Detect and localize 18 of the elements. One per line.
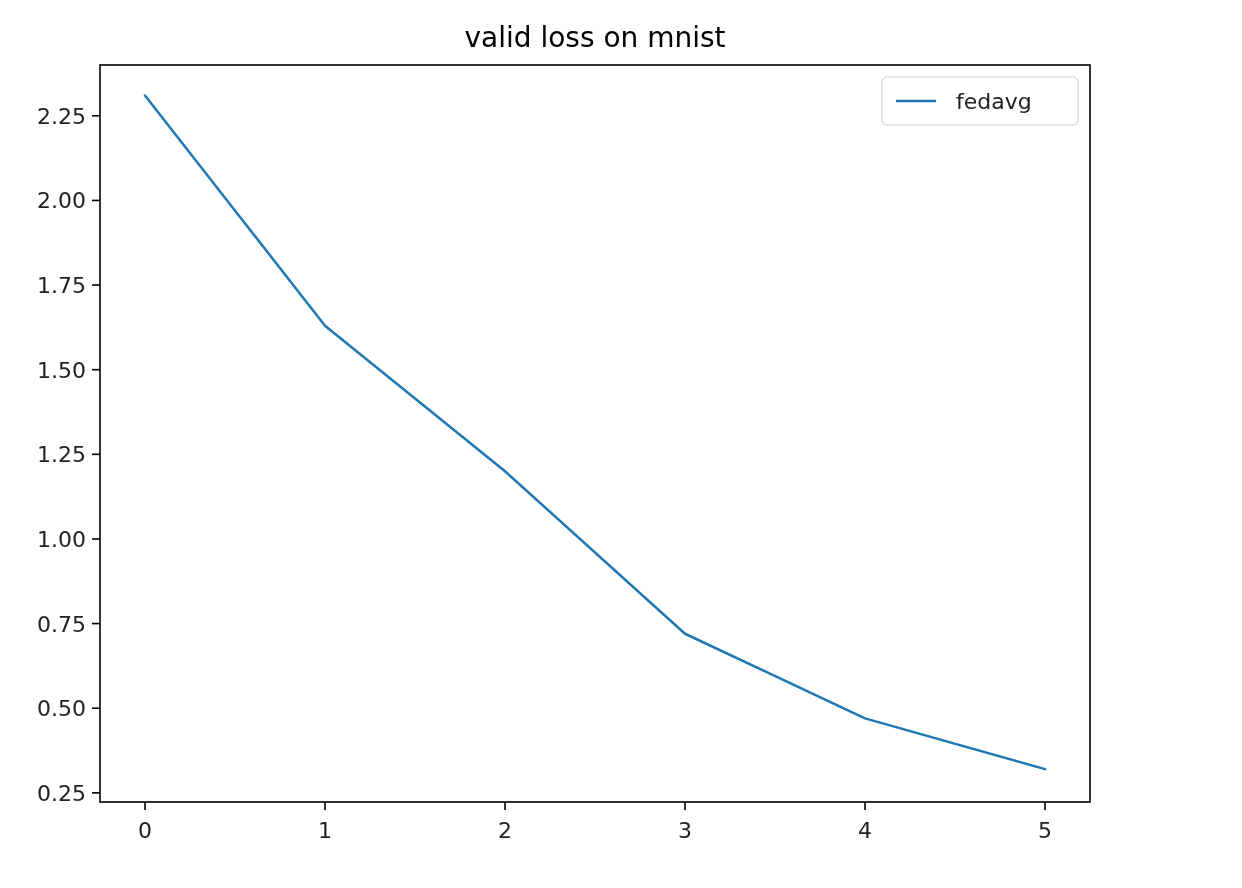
legend-label: fedavg — [956, 89, 1032, 114]
y-tick-label: 1.50 — [37, 357, 86, 383]
x-tick-label: 5 — [1038, 818, 1052, 843]
y-tick-label: 2.25 — [37, 103, 86, 129]
x-tick-label: 0 — [138, 818, 152, 843]
chart-title: valid loss on mnist — [464, 21, 726, 54]
line-series — [143, 94, 1047, 771]
y-tick-label: 0.50 — [37, 696, 86, 722]
y-tick-label: 2.00 — [37, 188, 86, 214]
y-tick-label: 1.00 — [37, 526, 86, 552]
y-tick-label: 0.25 — [37, 780, 86, 806]
x-tick-label: 1 — [318, 818, 332, 843]
x-tick-label: 4 — [858, 818, 872, 843]
y-tick-label: 0.75 — [37, 611, 86, 637]
x-tick-label: 3 — [678, 818, 692, 843]
y-tick-label: 1.25 — [37, 442, 86, 468]
x-tick-label: 2 — [498, 818, 512, 843]
y-tick-label: 1.75 — [37, 273, 86, 299]
